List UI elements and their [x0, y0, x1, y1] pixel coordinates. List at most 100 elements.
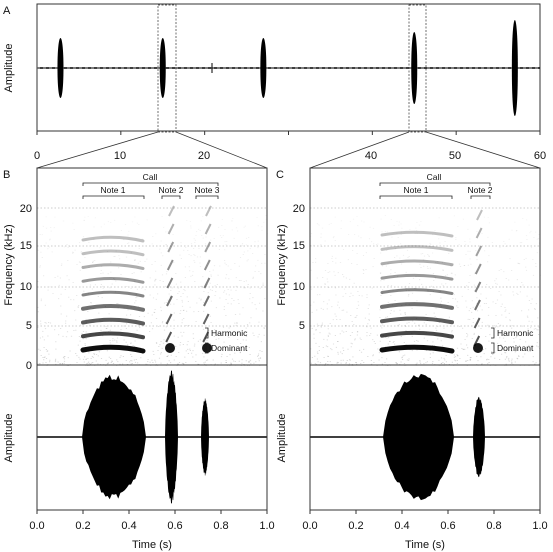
spectrogram-note-streak [165, 313, 173, 325]
spectrogram-noise [106, 251, 109, 252]
spectrogram-noise [519, 338, 521, 340]
spectrogram-noise [335, 262, 337, 264]
spectrogram-noise [210, 239, 212, 241]
spectrogram-noise [249, 293, 251, 294]
spectrogram-noise [405, 287, 407, 289]
spectrogram-noise [46, 350, 48, 352]
spectrogram-noise [125, 341, 127, 343]
spectrogram-noise [183, 289, 185, 290]
spectrogram-noise [38, 348, 40, 350]
spectrogram-noise [464, 348, 466, 350]
panel-c-dominant-bracket [491, 342, 495, 354]
spectrogram-noise [138, 324, 140, 326]
spectrogram-noise [331, 255, 333, 257]
spectrogram-noise [241, 362, 243, 364]
spectrogram-noise [209, 315, 211, 317]
spectrogram-noise [92, 362, 94, 363]
spectrogram-noise [500, 344, 502, 345]
spectrogram-noise [175, 283, 177, 285]
spectrogram-noise [83, 290, 85, 292]
spectrogram-noise [166, 356, 168, 357]
spectrogram-noise [470, 263, 472, 265]
spectrogram-noise [192, 350, 194, 352]
zoom-box-c [408, 4, 427, 133]
spectrogram-noise [368, 313, 370, 315]
spectrogram-noise [469, 357, 471, 358]
spectrogram-noise [467, 289, 469, 290]
spectrogram-noise [310, 304, 312, 306]
spectrogram-noise [154, 359, 156, 361]
spectrogram-noise [63, 360, 66, 362]
spectrogram-noise [163, 329, 166, 331]
spectrogram-noise [420, 267, 422, 268]
spectrogram-note-streak [474, 299, 481, 311]
spectrogram-noise [459, 266, 462, 267]
spectrogram-noise [370, 333, 372, 335]
spectrogram-noise [531, 333, 533, 335]
spectrogram-noise [195, 361, 197, 362]
spectrogram-noise [401, 227, 403, 229]
spectrogram-noise [529, 232, 531, 234]
spectrogram-noise [466, 285, 468, 287]
spectrogram-noise [310, 362, 312, 364]
spectrogram-noise [381, 231, 383, 233]
spectrogram-noise [116, 359, 118, 361]
spectrogram-noise [422, 253, 424, 254]
spectrogram-noise [215, 338, 217, 340]
spectrogram-noise [310, 233, 313, 235]
spectrogram-noise [135, 297, 137, 299]
spectrogram-noise [90, 302, 92, 303]
spectrogram-noise [59, 363, 61, 365]
spectrogram-noise [408, 358, 410, 360]
spectrogram-noise [246, 324, 249, 325]
panel-b-xticks [36, 510, 268, 514]
panel-b: B Frequency (kHz) Amplitude 20 15 10 5 0… [3, 167, 275, 551]
spectrogram-noise [439, 290, 441, 292]
spectrogram-noise [197, 363, 199, 365]
spectrogram-noise [136, 329, 138, 331]
spectrogram-noise [434, 316, 436, 317]
spectrogram-noise [483, 216, 485, 218]
spectrogram-noise [177, 336, 179, 338]
spectrogram-noise [428, 256, 430, 257]
spectrogram-noise [433, 312, 435, 314]
spectrogram-noise [372, 355, 374, 357]
spectrogram-noise [182, 310, 185, 311]
spectrogram-noise [316, 294, 319, 296]
spectrogram-noise [79, 269, 81, 271]
spectrogram-noise [100, 226, 102, 228]
spectrogram-noise [408, 294, 410, 295]
spectrogram-noise [363, 269, 365, 271]
spectrogram-noise [228, 278, 230, 280]
spectrogram-noise [418, 325, 420, 327]
spectrogram-noise [335, 315, 337, 317]
spectrogram-noise [254, 271, 256, 272]
spectrogram-noise [341, 330, 343, 332]
spectrogram-noise [467, 264, 469, 266]
spectrogram-noise [455, 237, 457, 239]
spectrogram-noise [408, 359, 410, 361]
spectrogram-noise [82, 236, 85, 238]
spectrogram-noise [310, 235, 312, 237]
spectrogram-noise [318, 224, 320, 226]
spectrogram-noise [380, 218, 382, 220]
spectrogram-noise [342, 359, 344, 361]
spectrogram-noise [199, 339, 201, 341]
spectrogram-noise [139, 327, 141, 328]
spectrogram-noise [131, 363, 133, 364]
panel-c-xtick-1: 0.2 [348, 520, 363, 532]
spectrogram-noise [130, 360, 132, 361]
connector-c-left [309, 131, 410, 169]
spectrogram-noise [190, 275, 192, 277]
spectrogram-noise [237, 230, 239, 232]
spectrogram-noise [156, 342, 158, 344]
spectrogram-noise [476, 303, 478, 304]
spectrogram-noise [221, 225, 223, 226]
spectrogram-note-streak [202, 313, 210, 325]
spectrogram-noise [185, 325, 187, 326]
spectrogram-noise [512, 291, 514, 293]
spectrogram-noise [62, 220, 65, 222]
spectrogram-noise [255, 308, 257, 310]
spectrogram-noise [262, 284, 264, 286]
spectrogram-noise [145, 363, 147, 365]
